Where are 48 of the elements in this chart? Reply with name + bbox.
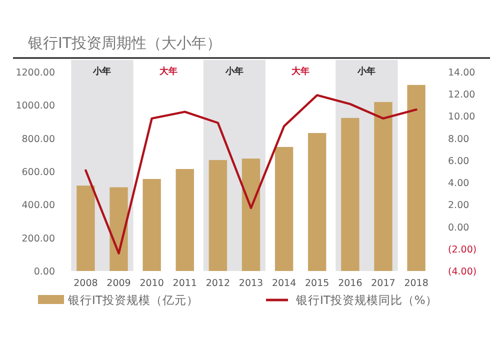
band-label: 小年: [92, 66, 112, 77]
bar: [176, 169, 194, 271]
x-tick-label: 2018: [404, 278, 428, 289]
y-tick-label: 200.00: [22, 233, 55, 244]
y-tick-label: 1000.00: [16, 100, 55, 112]
y2-tick-label: 6.00: [448, 156, 470, 167]
legend-label: 银行IT投资规模（亿元）: [67, 293, 198, 307]
x-tick-label: 2016: [338, 278, 362, 289]
y2-tick-label: 4.00: [448, 178, 470, 190]
x-tick-label: 2010: [140, 278, 164, 289]
y-tick-label: 0.00: [34, 266, 55, 278]
y-tick-label: 1200.00: [16, 68, 55, 78]
y2-tick-label: 10.00: [448, 112, 476, 123]
x-tick-label: 2011: [172, 278, 197, 289]
x-tick-label: 2013: [238, 278, 264, 289]
y2-tick-label: (2.00): [448, 244, 477, 256]
x-tick-label: 2017: [371, 278, 396, 289]
bar: [274, 146, 294, 271]
y-tick-label: 600.00: [22, 167, 55, 178]
y-tick-label: 800.00: [22, 134, 55, 145]
legend-label: 银行IT投资规模同比（%）: [295, 293, 438, 307]
annotation: 大年: [159, 66, 178, 77]
x-tick-label: 2015: [305, 278, 330, 289]
annotation: 大年: [292, 66, 310, 77]
bar: [242, 158, 260, 271]
bar: [76, 186, 95, 271]
x-tick-label: 2008: [74, 278, 98, 289]
y2-tick-label: 12.00: [448, 90, 476, 101]
bar: [374, 102, 392, 271]
x-tick-label: 2009: [106, 278, 131, 289]
y2-tick-label: 0.00: [448, 222, 470, 234]
y2-tick-label: (4.00): [448, 266, 477, 278]
line-series: [84, 94, 418, 254]
y2-tick-label: 14.00: [448, 68, 476, 78]
bar: [208, 160, 228, 271]
y2-tick-label: 2.00: [448, 200, 470, 212]
x-tick-label: 2012: [206, 278, 230, 289]
bar: [407, 84, 426, 271]
bar: [142, 178, 161, 271]
bar: [110, 187, 128, 271]
band-label: 小年: [356, 66, 376, 77]
bar: [341, 118, 360, 271]
band-label: 小年: [224, 66, 244, 77]
y2-tick-label: 8.00: [448, 134, 470, 145]
y-tick-label: 400.00: [22, 200, 55, 212]
x-tick-label: 2014: [272, 278, 296, 289]
chart-title: 银行IT投资周期性（大小年）: [27, 34, 222, 52]
bar: [308, 133, 326, 271]
